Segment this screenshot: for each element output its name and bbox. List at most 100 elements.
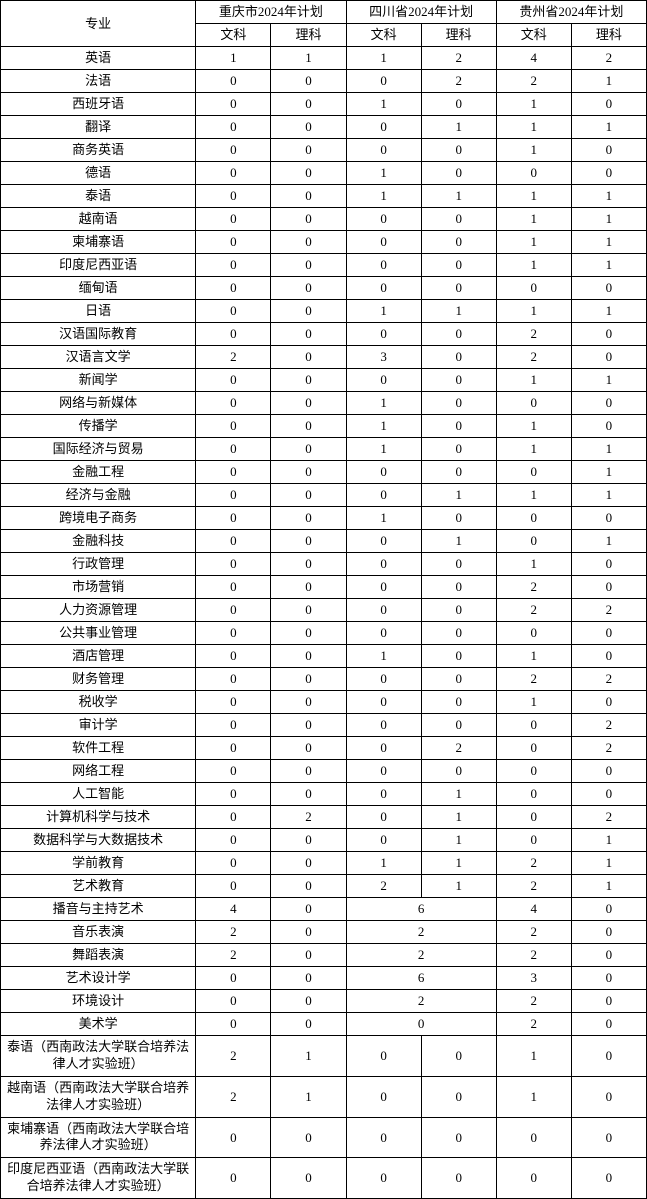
table-row: 越南语（西南政法大学联合培养法律人才实验班）210010 [1, 1076, 647, 1117]
value-cell: 1 [496, 300, 571, 323]
value-cell: 0 [571, 162, 646, 185]
value-cell: 0 [421, 346, 496, 369]
major-cell: 国际经济与贸易 [1, 438, 196, 461]
major-cell: 公共事业管理 [1, 622, 196, 645]
table-row: 泰语（西南政法大学联合培养法律人才实验班）210010 [1, 1036, 647, 1077]
value-cell: 0 [346, 1158, 421, 1199]
value-cell: 0 [346, 70, 421, 93]
value-cell: 1 [496, 93, 571, 116]
value-cell: 1 [571, 829, 646, 852]
value-cell: 0 [271, 921, 346, 944]
value-cell: 0 [421, 645, 496, 668]
value-cell: 0 [271, 990, 346, 1013]
value-cell: 1 [571, 875, 646, 898]
value-cell: 0 [421, 438, 496, 461]
value-cell: 6 [346, 898, 496, 921]
value-cell: 0 [271, 1013, 346, 1036]
value-cell: 0 [271, 507, 346, 530]
value-cell: 1 [571, 852, 646, 875]
value-cell: 2 [421, 47, 496, 70]
value-cell: 0 [571, 277, 646, 300]
value-cell: 2 [496, 346, 571, 369]
value-cell: 0 [346, 760, 421, 783]
value-cell: 0 [271, 898, 346, 921]
value-cell: 1 [496, 231, 571, 254]
value-cell: 0 [196, 760, 271, 783]
value-cell: 1 [346, 47, 421, 70]
value-cell: 0 [496, 277, 571, 300]
header-sub-2-1: 理科 [571, 24, 646, 47]
value-cell: 2 [571, 806, 646, 829]
table-row: 财务管理000022 [1, 668, 647, 691]
major-cell: 经济与金融 [1, 484, 196, 507]
value-cell: 0 [196, 530, 271, 553]
major-cell: 艺术设计学 [1, 967, 196, 990]
major-cell: 商务英语 [1, 139, 196, 162]
value-cell: 0 [496, 461, 571, 484]
value-cell: 1 [571, 70, 646, 93]
value-cell: 0 [271, 208, 346, 231]
value-cell: 0 [571, 415, 646, 438]
value-cell: 2 [571, 737, 646, 760]
value-cell: 0 [271, 760, 346, 783]
major-cell: 传播学 [1, 415, 196, 438]
value-cell: 2 [196, 921, 271, 944]
value-cell: 0 [571, 346, 646, 369]
value-cell: 0 [196, 829, 271, 852]
value-cell: 1 [421, 530, 496, 553]
value-cell: 0 [271, 277, 346, 300]
value-cell: 2 [496, 990, 571, 1013]
value-cell: 0 [346, 530, 421, 553]
header-sub-0-1: 理科 [271, 24, 346, 47]
value-cell: 0 [421, 254, 496, 277]
value-cell: 1 [571, 461, 646, 484]
value-cell: 0 [346, 139, 421, 162]
value-cell: 0 [271, 645, 346, 668]
value-cell: 0 [346, 691, 421, 714]
value-cell: 1 [421, 806, 496, 829]
value-cell: 0 [271, 461, 346, 484]
value-cell: 0 [421, 93, 496, 116]
major-cell: 柬埔寨语 [1, 231, 196, 254]
value-cell: 0 [271, 254, 346, 277]
major-cell: 新闻学 [1, 369, 196, 392]
value-cell: 0 [196, 668, 271, 691]
major-cell: 人工智能 [1, 783, 196, 806]
value-cell: 0 [271, 70, 346, 93]
table-row: 英语111242 [1, 47, 647, 70]
value-cell: 0 [421, 1117, 496, 1158]
value-cell: 0 [571, 944, 646, 967]
value-cell: 0 [196, 70, 271, 93]
major-cell: 软件工程 [1, 737, 196, 760]
table-row: 网络与新媒体001000 [1, 392, 647, 415]
value-cell: 0 [346, 208, 421, 231]
value-cell: 0 [196, 1117, 271, 1158]
value-cell: 1 [496, 484, 571, 507]
value-cell: 1 [496, 1076, 571, 1117]
value-cell: 1 [346, 93, 421, 116]
value-cell: 0 [196, 875, 271, 898]
major-cell: 德语 [1, 162, 196, 185]
value-cell: 0 [496, 714, 571, 737]
value-cell: 0 [496, 530, 571, 553]
header-sub-1-0: 文科 [346, 24, 421, 47]
value-cell: 0 [196, 990, 271, 1013]
value-cell: 2 [346, 921, 496, 944]
value-cell: 1 [421, 875, 496, 898]
table-row: 舞蹈表演20220 [1, 944, 647, 967]
major-cell: 人力资源管理 [1, 599, 196, 622]
value-cell: 0 [346, 714, 421, 737]
value-cell: 2 [571, 47, 646, 70]
value-cell: 0 [346, 553, 421, 576]
value-cell: 0 [421, 1036, 496, 1077]
value-cell: 0 [421, 139, 496, 162]
major-cell: 财务管理 [1, 668, 196, 691]
table-row: 法语000221 [1, 70, 647, 93]
value-cell: 0 [346, 1117, 421, 1158]
value-cell: 0 [196, 553, 271, 576]
value-cell: 0 [571, 1013, 646, 1036]
major-cell: 舞蹈表演 [1, 944, 196, 967]
table-row: 音乐表演20220 [1, 921, 647, 944]
value-cell: 0 [196, 93, 271, 116]
value-cell: 0 [271, 530, 346, 553]
